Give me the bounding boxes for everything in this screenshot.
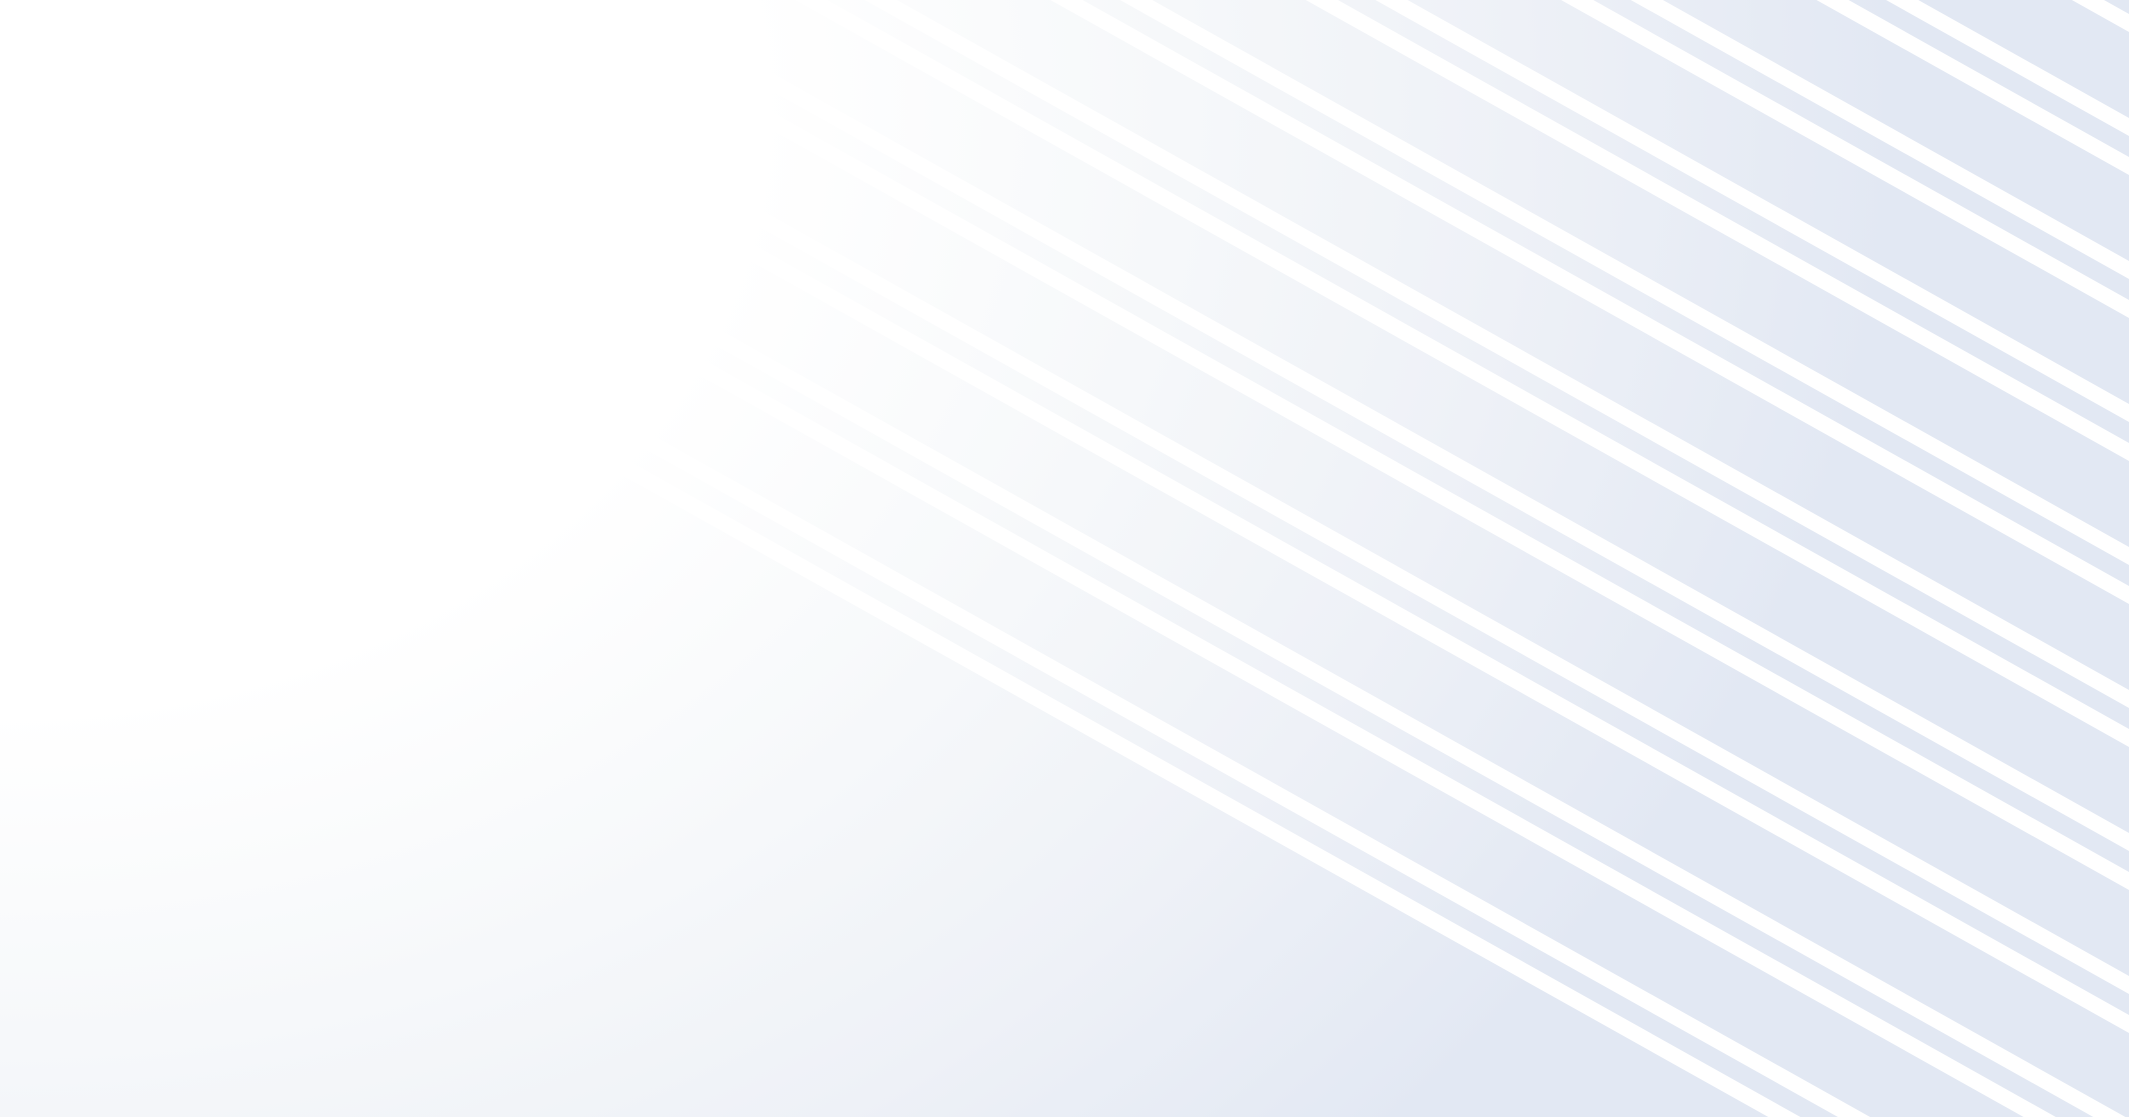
stripe [1630,0,2129,279]
stripe [795,0,2129,747]
stripe [0,69,1871,1117]
stripe [864,0,2129,708]
stripe [98,0,2126,1117]
stripe [1375,0,2129,422]
stripe [1561,0,2129,318]
stripe [1050,0,2129,604]
stripe [2071,0,2129,32]
stripe [1305,0,2129,461]
stripe [1120,0,2129,565]
stripe [539,0,2129,890]
stripe [1886,0,2129,136]
stripe [1816,0,2129,175]
stripe [29,0,2056,1117]
stripe [284,0,2129,1033]
stripe [609,0,2129,851]
stripe [0,108,1801,1117]
stripe [354,0,2129,994]
